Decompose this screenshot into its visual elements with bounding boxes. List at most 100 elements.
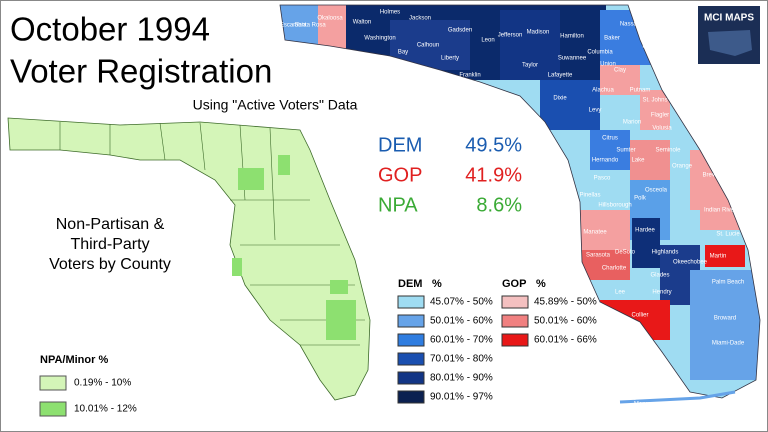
county-label: Hardee <box>635 228 655 234</box>
legend-title: GOP <box>502 278 526 290</box>
county-label: Baker <box>604 36 620 42</box>
legend-label: 45.89% - 50% <box>534 297 597 308</box>
legend-label: 70.01% - 80% <box>430 354 493 365</box>
county-label: Franklin <box>459 73 480 79</box>
legend-unit: % <box>536 278 546 290</box>
county-label: Calhoun <box>417 43 439 49</box>
county-label: Brevard <box>702 173 723 179</box>
county-label: Marion <box>623 120 641 126</box>
legend-swatch <box>397 295 425 309</box>
county-label: St. Johns <box>642 98 667 104</box>
county-label: Highlands <box>652 250 679 256</box>
stat-party: NPA <box>378 194 418 216</box>
legend-label: 50.01% - 60% <box>534 316 597 327</box>
county-label: St. Lucie <box>716 232 740 238</box>
county-label: Hernando <box>592 158 619 164</box>
npa-map <box>7 117 371 401</box>
county-label: Hillsborough <box>598 203 631 209</box>
county-label: Manatee <box>583 230 607 236</box>
npa-label: Third-Party <box>70 236 149 253</box>
legend-label: 45.07% - 50% <box>430 297 493 308</box>
county-label: Seminole <box>655 148 681 154</box>
legend-title: DEM <box>398 278 422 290</box>
county-label: Pinellas <box>579 193 600 199</box>
county-label: Escambia <box>280 23 307 29</box>
county-label: Union <box>600 62 616 68</box>
county-label: Orange <box>672 164 693 170</box>
stat-value: 49.5% <box>465 134 522 156</box>
county-label: Glades <box>650 273 669 279</box>
county-label: Osceola <box>645 188 668 194</box>
legend-swatch <box>397 352 425 366</box>
legend-swatch <box>397 333 425 347</box>
npa-label: Non-Partisan & <box>56 216 165 233</box>
npa-label: Voters by County <box>49 256 171 273</box>
legend-swatch <box>397 371 425 385</box>
county-label: Polk <box>634 196 647 202</box>
legend-unit: % <box>432 278 442 290</box>
county-label: Flagler <box>651 113 669 119</box>
county-label: DeSoto <box>615 250 636 256</box>
legend-swatch <box>397 390 425 404</box>
county-label: Hamilton <box>560 34 584 40</box>
subtitle: Using "Active Voters" Data <box>193 97 358 113</box>
county-label: Hendry <box>652 290 671 296</box>
legend-label: 60.01% - 66% <box>534 335 597 346</box>
county-label: Walton <box>353 20 371 26</box>
stat-value: 41.9% <box>465 164 522 186</box>
logo-text: MCI MAPS <box>704 13 754 24</box>
county-label: Broward <box>714 316 736 322</box>
legend-label: 10.01% - 12% <box>74 404 137 415</box>
county-label: Okaloosa <box>317 16 343 22</box>
county-label: Taylor <box>522 63 538 69</box>
legend-label: 0.19% - 10% <box>74 378 131 389</box>
keys <box>619 390 736 404</box>
county-label: Collier <box>631 313 648 319</box>
legend-label: 80.01% - 90% <box>430 373 493 384</box>
county-label: Clay <box>614 68 626 74</box>
county-label: Miami-Dade <box>712 341 745 347</box>
legend-swatch <box>397 314 425 328</box>
county-label: Bay <box>398 50 408 56</box>
county-label: Duval <box>642 44 657 50</box>
county-label: Palm Beach <box>712 280 744 286</box>
stat-party: GOP <box>378 164 422 186</box>
county-label: Alachua <box>592 88 614 94</box>
county-label: Holmes <box>380 10 400 16</box>
legend-label: 90.01% - 97% <box>430 392 493 403</box>
county-label: Santa Rosa <box>294 23 326 29</box>
county-label: Leon <box>481 38 494 44</box>
county-label: Pasco <box>594 176 611 182</box>
title: Voter Registration <box>10 53 272 90</box>
county-label: Volusia <box>652 126 672 132</box>
county-label: Lee <box>615 290 626 296</box>
county-label: Washington <box>364 36 395 42</box>
county-label: Lafayette <box>548 73 573 79</box>
county-label: Columbia <box>587 50 613 56</box>
county-label: Putnam <box>630 88 651 94</box>
county-label: Indian River <box>704 208 736 214</box>
legend-swatch <box>501 333 529 347</box>
county-label: Liberty <box>441 56 459 62</box>
county-label: Levy <box>589 108 602 114</box>
county-label: Jackson <box>409 16 431 22</box>
county-label: Okeechobee <box>673 260 708 266</box>
county-label: Jefferson <box>498 33 523 39</box>
legend-label: 60.01% - 70% <box>430 335 493 346</box>
county-label: Citrus <box>602 136 618 142</box>
stat-value: 8.6% <box>476 194 522 216</box>
county-label: Suwannee <box>558 56 587 62</box>
legend-swatch <box>501 295 529 309</box>
legend-swatch <box>501 314 529 328</box>
logo-map <box>708 30 752 56</box>
stat-party: DEM <box>378 134 422 156</box>
legend-title: NPA/Minor % <box>40 354 108 366</box>
county-label: Sumter <box>616 148 635 154</box>
title: October 1994 <box>10 11 210 48</box>
outline <box>279 4 761 399</box>
county-label: Sarasota <box>586 253 611 259</box>
county-label: Madison <box>527 30 550 36</box>
legend-swatch <box>39 401 67 417</box>
county-label: Monroe <box>634 402 655 408</box>
